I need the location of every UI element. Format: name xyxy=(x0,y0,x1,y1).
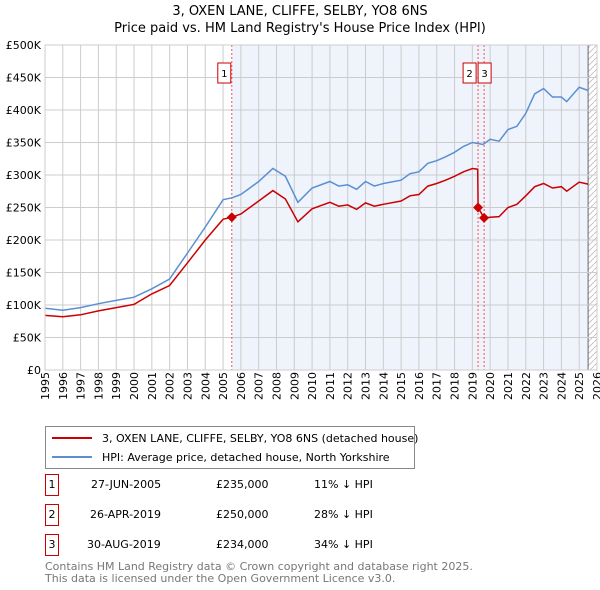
x-tick-label: 2021 xyxy=(502,372,515,400)
x-tick-label: 2024 xyxy=(555,372,568,400)
series-line xyxy=(44,167,589,318)
x-tick-label: 2015 xyxy=(395,372,408,400)
y-tick-label: £100K xyxy=(6,299,42,312)
x-tick-label: 2018 xyxy=(449,372,462,400)
x-tick-label: 2026 xyxy=(591,372,600,400)
x-tick-label: 2019 xyxy=(466,372,479,400)
legend-item-hpi: HPI: Average price, detached house, Nort… xyxy=(52,449,390,465)
price: £234,000 xyxy=(216,538,269,551)
x-tick-label: 1996 xyxy=(57,372,70,400)
x-tick-label: 1999 xyxy=(110,372,123,400)
y-tick-label: £200K xyxy=(6,234,42,247)
date: 27-JUN-2005 xyxy=(91,478,162,491)
x-tick-label: 2000 xyxy=(128,372,141,400)
x-tick-label: 1998 xyxy=(92,372,105,400)
x-tick-label: 2002 xyxy=(164,372,177,400)
x-tick-label: 2011 xyxy=(324,372,337,400)
sale-label: 2 xyxy=(466,69,472,80)
legend-label: HPI: Average price, detached house, Nort… xyxy=(102,450,390,464)
sale-point xyxy=(226,212,237,223)
hpi-diff: 11% ↓ HPI xyxy=(314,478,373,491)
legend-item-property: 3, OXEN LANE, CLIFFE, SELBY, YO8 6NS (de… xyxy=(52,430,418,446)
x-tick-label: 2008 xyxy=(270,372,283,400)
sale-label: 3 xyxy=(481,69,487,80)
x-tick-label: 2007 xyxy=(253,372,266,400)
y-tick-label: £150K xyxy=(6,267,42,280)
date: 30-AUG-2019 xyxy=(87,538,161,551)
sale-label-box xyxy=(477,62,492,84)
sale-label-box xyxy=(462,62,477,84)
sale-label: 1 xyxy=(221,69,227,80)
chart-subtitle: Price paid vs. HM Land Registry's House … xyxy=(114,21,486,36)
x-tick-label: 2009 xyxy=(288,372,301,400)
plot-border xyxy=(44,44,598,371)
footer-line: Contains HM Land Registry data © Crown c… xyxy=(45,560,473,573)
x-tick-label: 2012 xyxy=(342,372,355,400)
marker-badge: 2 xyxy=(45,504,59,526)
x-tick-label: 2017 xyxy=(431,372,444,400)
x-tick-label: 2006 xyxy=(235,372,248,400)
legend: 3, OXEN LANE, CLIFFE, SELBY, YO8 6NS (de… xyxy=(45,426,418,469)
y-tick-label: £0 xyxy=(27,364,41,377)
y-tick-label: £300K xyxy=(6,169,42,182)
price: £250,000 xyxy=(216,508,269,521)
x-tick-label: 2020 xyxy=(484,372,497,400)
x-tick-label: 2003 xyxy=(181,372,194,400)
price-chart: 1995 1996 1997 1998 1999 2000 2001 2002 2003 2004… xyxy=(6,39,600,400)
x-tick-label: 2016 xyxy=(413,372,426,400)
x-tick-label: 2014 xyxy=(377,372,390,400)
hpi-diff: 28% ↓ HPI xyxy=(314,508,373,521)
x-tick-label: 2025 xyxy=(573,372,586,400)
x-tick-label: 2004 xyxy=(199,372,212,400)
chart-title: 3, OXEN LANE, CLIFFE, SELBY, YO8 6NS xyxy=(172,4,428,19)
x-tick-label: 2010 xyxy=(306,372,319,400)
x-tick-label: 2013 xyxy=(360,372,373,400)
x-tick-label: 1997 xyxy=(75,372,88,400)
footer-line: This data is licensed under the Open Gov… xyxy=(45,572,396,585)
transaction-row: 3 30-AUG-2019 £234,000 34% ↓ HPI xyxy=(45,534,445,556)
y-tick-label: £500K xyxy=(6,39,42,52)
x-tick-label: 2001 xyxy=(146,372,159,400)
x-tick-label: 2022 xyxy=(520,372,533,400)
series-line xyxy=(44,86,589,311)
date: 26-APR-2019 xyxy=(90,508,162,521)
transaction-row: 2 26-APR-2019 £250,000 28% ↓ HPI xyxy=(45,504,445,526)
legend-swatch-blue xyxy=(52,456,92,458)
legend-label: 3, OXEN LANE, CLIFFE, SELBY, YO8 6NS (de… xyxy=(102,431,419,445)
legend-swatch-red xyxy=(52,437,92,439)
sale-point xyxy=(479,212,490,223)
y-tick-label: £50K xyxy=(13,332,42,345)
y-tick-label: £400K xyxy=(6,104,42,117)
marker-badge: 3 xyxy=(45,534,59,556)
hpi-diff: 34% ↓ HPI xyxy=(314,538,373,551)
y-tick-label: £450K xyxy=(6,72,42,85)
footer: Contains HM Land Registry data © Crown c… xyxy=(45,561,473,585)
sale-label-box xyxy=(217,62,232,84)
x-tick-label: 2005 xyxy=(217,372,230,400)
price: £235,000 xyxy=(216,478,269,491)
x-tick-label: 1995 xyxy=(39,372,52,400)
y-tick-label: £350K xyxy=(6,137,42,150)
marker-badge: 1 xyxy=(45,474,59,496)
x-tick-label: 2023 xyxy=(538,372,551,400)
sale-point xyxy=(473,202,484,213)
transaction-row: 1 27-JUN-2005 £235,000 11% ↓ HPI xyxy=(45,474,445,496)
y-tick-label: £250K xyxy=(6,202,42,215)
